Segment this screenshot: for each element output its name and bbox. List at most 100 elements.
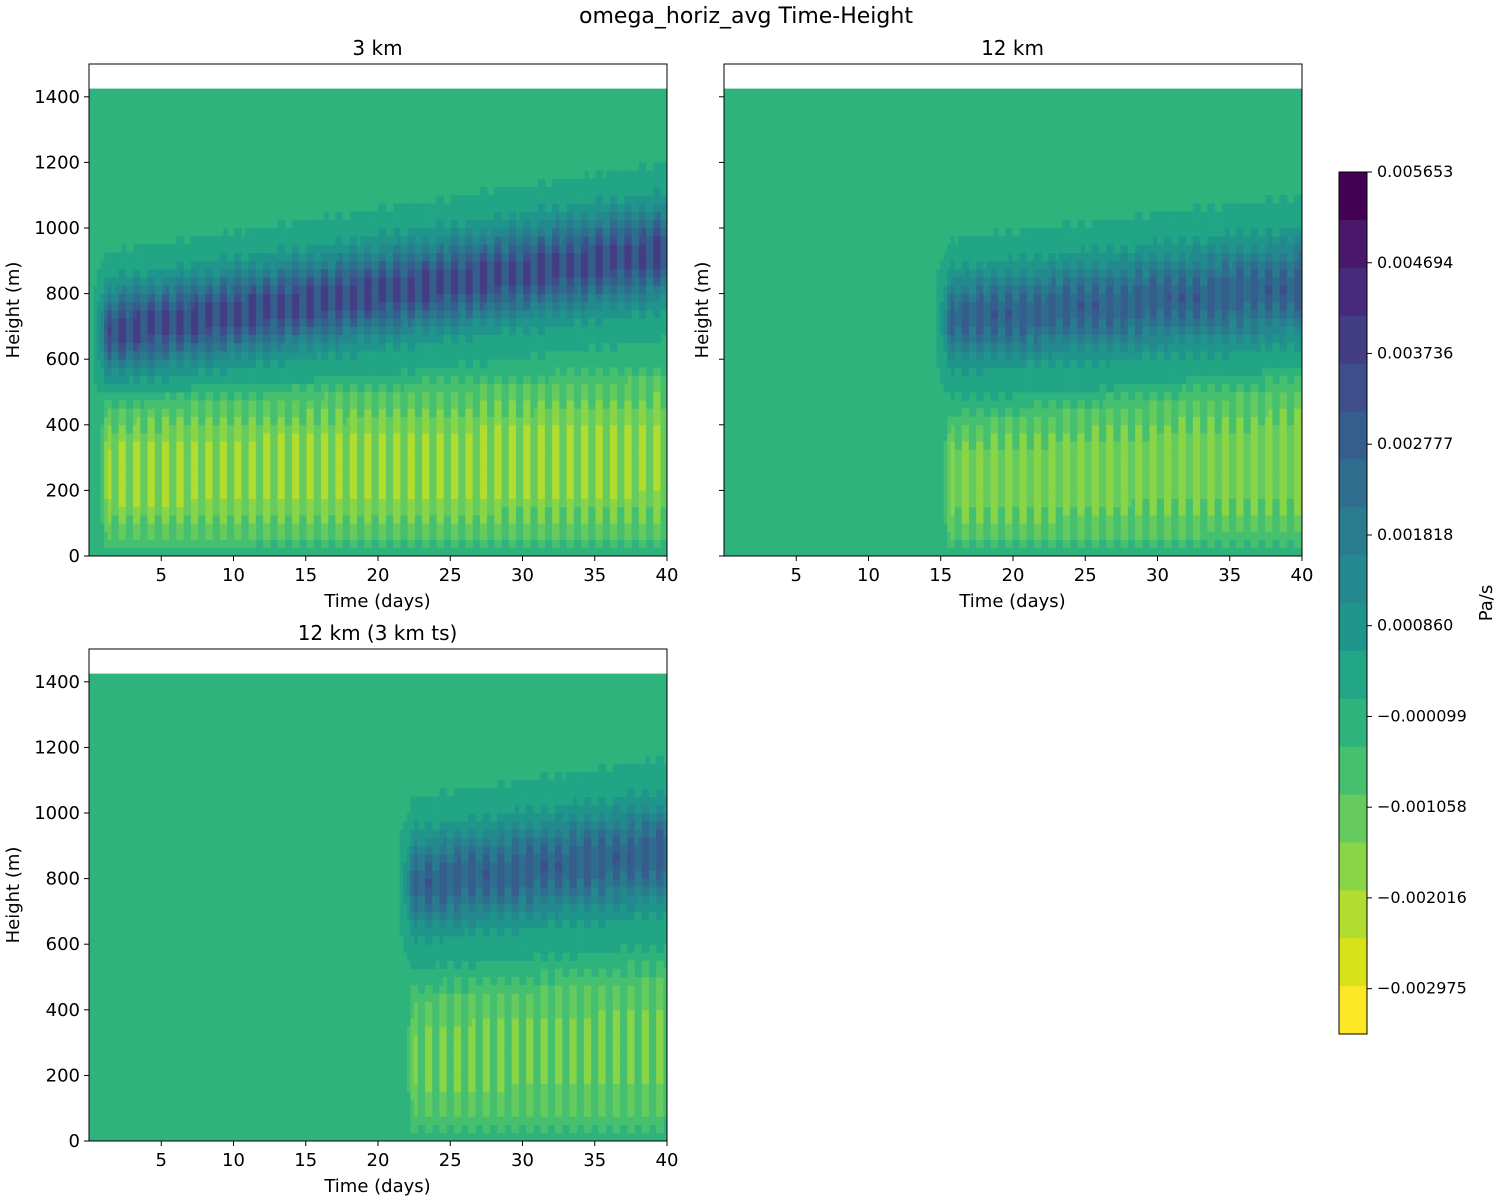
heatmap-cell (201, 293, 206, 303)
heatmap-cell (519, 301, 524, 311)
heatmap-cell (183, 490, 188, 499)
heatmap-cell (541, 228, 546, 237)
heatmap-cell (115, 523, 120, 532)
heatmap-cell (281, 375, 286, 385)
heatmap-cell (125, 367, 130, 376)
heatmap-cell (360, 424, 365, 434)
heatmap-cell (411, 482, 416, 491)
heatmap-cell (432, 277, 437, 286)
heatmap-cell (411, 474, 416, 483)
heatmap-cell (375, 293, 380, 303)
heatmap-cell (234, 408, 239, 417)
heatmap-cell (396, 326, 401, 335)
heatmap-cell (375, 457, 380, 467)
heatmap-cell (183, 465, 188, 475)
heatmap-cell (508, 310, 513, 319)
heatmap-cell (501, 474, 506, 483)
heatmap-cell (552, 531, 557, 540)
heatmap-cell (295, 441, 300, 450)
heatmap-cell (454, 433, 459, 442)
heatmap-cell (292, 367, 297, 376)
heatmap-cell (494, 187, 499, 196)
heatmap-cell (367, 244, 372, 253)
heatmap-cell (151, 326, 156, 335)
heatmap-cell (559, 187, 564, 196)
heatmap-cell (320, 441, 325, 450)
heatmap-cell (111, 252, 116, 262)
heatmap-cell (454, 269, 459, 278)
heatmap-cell (270, 392, 275, 401)
heatmap-cell (263, 375, 268, 385)
heatmap-cell (461, 433, 466, 442)
heatmap-cell (158, 367, 163, 376)
heatmap-cell (342, 408, 347, 417)
heatmap-cell (187, 531, 192, 540)
heatmap-cell (331, 219, 336, 229)
heatmap-cell (190, 277, 195, 286)
heatmap-cell (360, 285, 365, 294)
heatmap-cell (136, 252, 141, 262)
heatmap-cell (396, 474, 401, 483)
heatmap-cell (263, 310, 268, 319)
heatmap-cell (440, 433, 445, 442)
heatmap-cell (263, 531, 268, 540)
heatmap-cell (263, 449, 268, 458)
heatmap-cell (548, 269, 553, 278)
heatmap-cell (357, 515, 362, 524)
heatmap-cell (259, 498, 264, 508)
heatmap-cell (400, 203, 405, 212)
heatmap-cell (281, 260, 286, 270)
heatmap-cell (404, 269, 409, 278)
heatmap-cell (436, 203, 441, 212)
heatmap-cell (541, 531, 546, 540)
heatmap-cell (396, 277, 401, 286)
heatmap-cell (378, 285, 383, 294)
heatmap-cell (172, 416, 177, 426)
heatmap-cell (245, 351, 250, 360)
heatmap-cell (487, 506, 492, 516)
heatmap-cell (180, 277, 185, 286)
heatmap-cell (136, 293, 141, 303)
heatmap-cell (497, 195, 502, 204)
heatmap-cell (165, 433, 170, 442)
heatmap-cell (443, 285, 448, 294)
heatmap-cell (270, 424, 275, 434)
heatmap-cell (465, 515, 470, 524)
heatmap-cell (292, 219, 297, 229)
heatmap-cell (483, 252, 488, 262)
heatmap-cell (140, 318, 145, 327)
heatmap-cell (292, 285, 297, 294)
heatmap-cell (107, 359, 112, 368)
heatmap-cell (234, 285, 239, 294)
heatmap-cell (201, 318, 206, 327)
heatmap-cell (552, 449, 557, 458)
heatmap-cell (516, 334, 521, 344)
heatmap-cell (559, 400, 564, 409)
heatmap-cell (418, 359, 423, 368)
heatmap-cell (537, 277, 542, 286)
heatmap-cell (544, 318, 549, 327)
heatmap-cell (382, 416, 387, 426)
heatmap-cell (450, 342, 455, 352)
heatmap-cell (151, 252, 156, 262)
heatmap-cell (277, 539, 282, 549)
heatmap-cell (317, 228, 322, 237)
heatmap-cell (544, 433, 549, 442)
heatmap-cell (559, 441, 564, 450)
heatmap-cell (317, 474, 322, 483)
heatmap-cell (436, 424, 441, 434)
heatmap-cell (183, 351, 188, 360)
heatmap-cell (252, 269, 257, 278)
heatmap-cell (143, 342, 148, 352)
heatmap-cell (544, 285, 549, 294)
heatmap-cell (335, 392, 340, 401)
heatmap-cell (537, 211, 542, 221)
heatmap-cell (371, 269, 376, 278)
heatmap-cell (407, 301, 412, 311)
heatmap-cell (129, 293, 134, 303)
heatmap-cell (497, 474, 502, 483)
heatmap-cell (508, 211, 513, 221)
heatmap-cell (443, 449, 448, 458)
heatmap-cell (490, 260, 495, 270)
heatmap-cell (310, 236, 315, 245)
